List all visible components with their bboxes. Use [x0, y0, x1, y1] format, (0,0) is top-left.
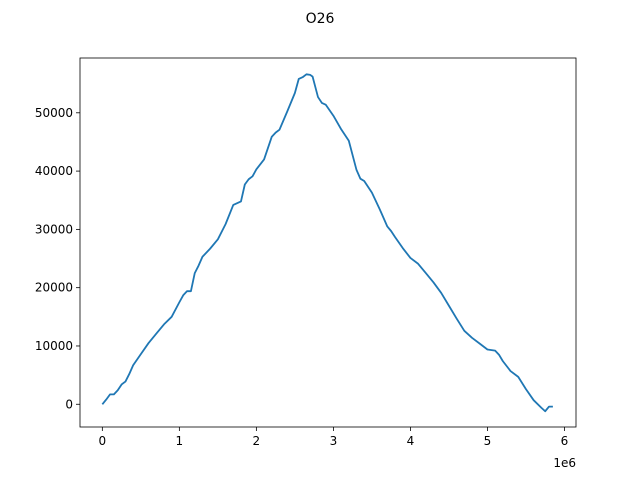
y-tick-label: 50000 — [35, 106, 73, 120]
x-tick-label: 1 — [176, 434, 184, 448]
y-tick-label: 10000 — [35, 339, 73, 353]
axes-frame — [79, 57, 577, 428]
x-tick-label: 2 — [253, 434, 261, 448]
x-tick-label: 3 — [330, 434, 338, 448]
x-axis-offset-label: 1e6 — [553, 456, 576, 470]
y-tick-label: 20000 — [35, 281, 73, 295]
y-tick-label: 30000 — [35, 222, 73, 236]
y-axis: 0 10000 20000 30000 40000 50000 — [35, 106, 80, 411]
y-tick-label: 40000 — [35, 164, 73, 178]
series-line — [101, 73, 553, 413]
y-tick-label: 0 — [65, 397, 73, 411]
plot-area: 0 1 2 3 4 5 6 0 10000 20000 30000 40000 50000 — [35, 57, 577, 448]
series-layer — [101, 73, 553, 413]
x-tick-label: 4 — [407, 434, 415, 448]
x-tick-label: 6 — [561, 434, 569, 448]
x-tick-label: 5 — [484, 434, 492, 448]
chart-title: O26 — [306, 11, 335, 27]
x-axis: 0 1 2 3 4 5 6 — [99, 427, 569, 448]
x-tick-label: 0 — [99, 434, 107, 448]
